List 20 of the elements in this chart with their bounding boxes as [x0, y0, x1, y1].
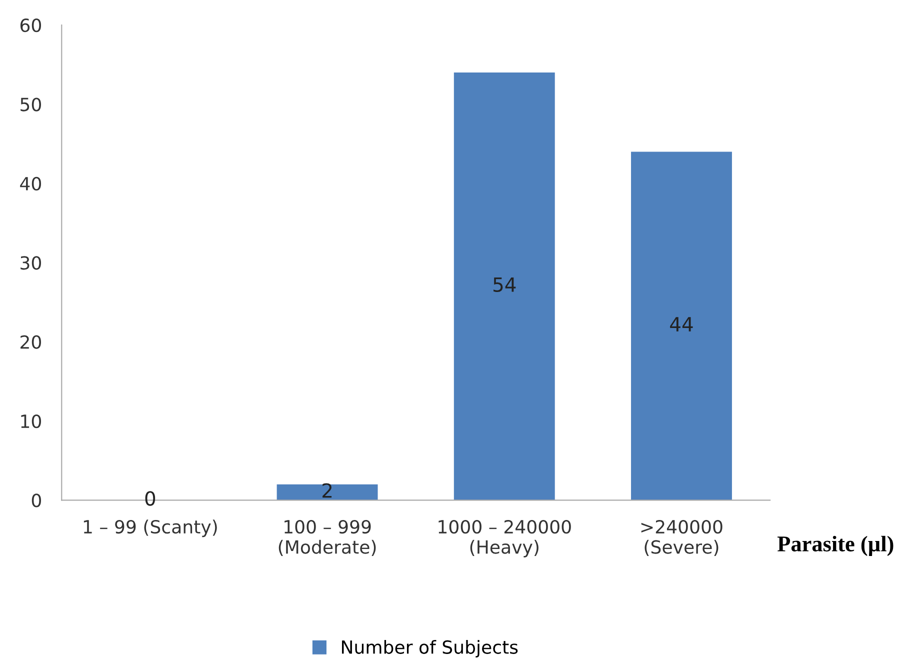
y-tick-label: 20 — [20, 335, 41, 349]
x-tick-label: >240000 (Severe) — [641, 520, 722, 556]
y-tick-label: 50 — [20, 98, 41, 112]
x-tick-label: 100 – 999 (Moderate) — [278, 520, 376, 556]
data-label: 2 — [322, 483, 332, 498]
data-label: 0 — [145, 491, 156, 506]
y-tick-label: 40 — [20, 176, 41, 191]
bar — [276, 484, 378, 500]
y-tick-label: 0 — [32, 494, 41, 508]
data-label: 54 — [494, 278, 516, 292]
y-tick-label: 10 — [21, 414, 41, 428]
x-axis-title: Parasite (µl) — [778, 536, 894, 556]
legend-label: Number of Subjects — [342, 640, 518, 658]
bar — [454, 72, 555, 500]
x-tick-label: 1 – 99 (Scanty) — [84, 520, 217, 538]
bar — [631, 152, 732, 500]
data-label: 44 — [670, 317, 693, 332]
y-tick-label: 60 — [20, 18, 41, 32]
y-tick-label: 30 — [20, 256, 41, 270]
x-tick-label: 1000 – 240000 (Heavy) — [438, 520, 571, 558]
